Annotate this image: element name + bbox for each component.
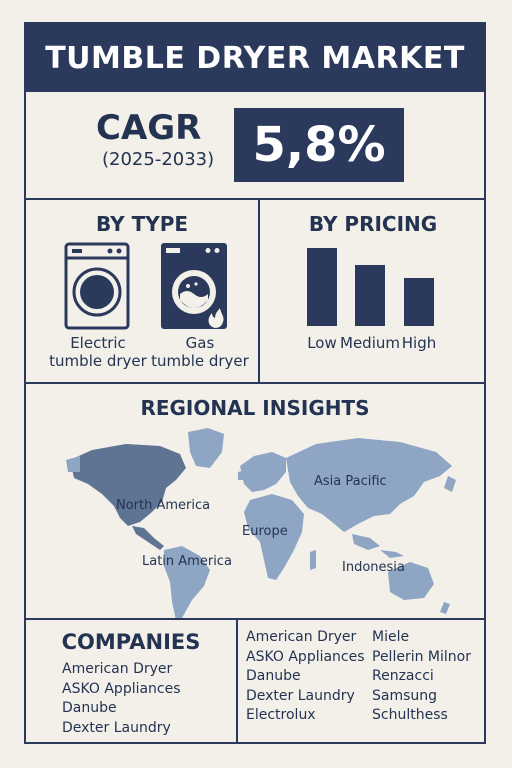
divider-vertical (258, 198, 260, 384)
pricing-bar-medium (355, 265, 385, 326)
electric-dryer-label-line2: tumble dryer (49, 352, 147, 370)
electric-dryer-icon (64, 242, 130, 330)
divider (26, 198, 484, 200)
gas-dryer-label-line1: Gas (185, 334, 215, 352)
company-item: Renzacci (372, 668, 434, 684)
company-item: Samsung (372, 687, 438, 704)
cagr-label: CAGR (96, 108, 202, 148)
pricing-bar-low (307, 248, 337, 326)
divider-vertical (236, 618, 238, 744)
company-item: Danube (246, 668, 301, 684)
gas-dryer-label: Gas tumble dryer (144, 334, 256, 370)
electric-dryer-label-line1: Electric (70, 334, 126, 352)
company-item: ASKO Appliances (246, 648, 365, 665)
company-list-c: Miele Pellerin Milnor Renzacci Samsung S… (372, 628, 471, 726)
gas-dryer-label-line2: tumble dryer (151, 352, 249, 370)
company-item: Miele (372, 629, 410, 645)
company-list-b: American Dryer ASKO Appliances Danube De… (246, 628, 365, 726)
region-label-indonesia: Indonesia (342, 560, 405, 575)
company-list-a: American Dryer ASKO Appliances Danube De… (62, 660, 181, 738)
region-label-north-america: North America (116, 498, 211, 513)
pricing-bar-label: Low (307, 334, 337, 352)
pricing-bar-label: High (401, 334, 437, 352)
company-item: American Dryer (246, 629, 357, 645)
electric-dryer-label: Electric tumble dryer (40, 334, 156, 370)
company-item: American Dryer (62, 661, 173, 677)
company-item: Dexter Laundry (62, 719, 171, 736)
by-type-title: BY TYPE (95, 212, 189, 236)
cagr-value: 5,8% (234, 108, 404, 182)
company-item: Dexter Laundry (246, 687, 355, 704)
divider (26, 382, 484, 384)
company-item: Schulthess (372, 707, 448, 723)
region-label-latin-america: Latin America (142, 554, 232, 569)
pricing-bar-label: Medium (340, 334, 400, 352)
region-label-asia-pacific: Asia Pacific (314, 474, 387, 489)
by-pricing-title: BY PRICING (308, 212, 438, 236)
region-label-europe: Europe (242, 524, 288, 539)
company-item: Electrolux (246, 707, 316, 723)
company-item: Danube (62, 700, 117, 716)
regional-insights-title: REGIONAL INSIGHTS (140, 396, 370, 420)
divider (26, 618, 484, 620)
company-item: Pellerin Milnor (372, 648, 471, 665)
world-map (66, 428, 456, 620)
companies-title: COMPANIES (61, 630, 201, 654)
pricing-bar-high (404, 278, 434, 326)
gas-dryer-icon (161, 243, 227, 329)
cagr-years: (2025-2033) (102, 149, 215, 170)
page-title: TUMBLE DRYER MARKET (26, 24, 484, 92)
company-item: ASKO Appliances (62, 680, 181, 697)
infographic-frame: TUMBLE DRYER MARKET CAGR (2025-2033) 5,8… (24, 22, 486, 744)
